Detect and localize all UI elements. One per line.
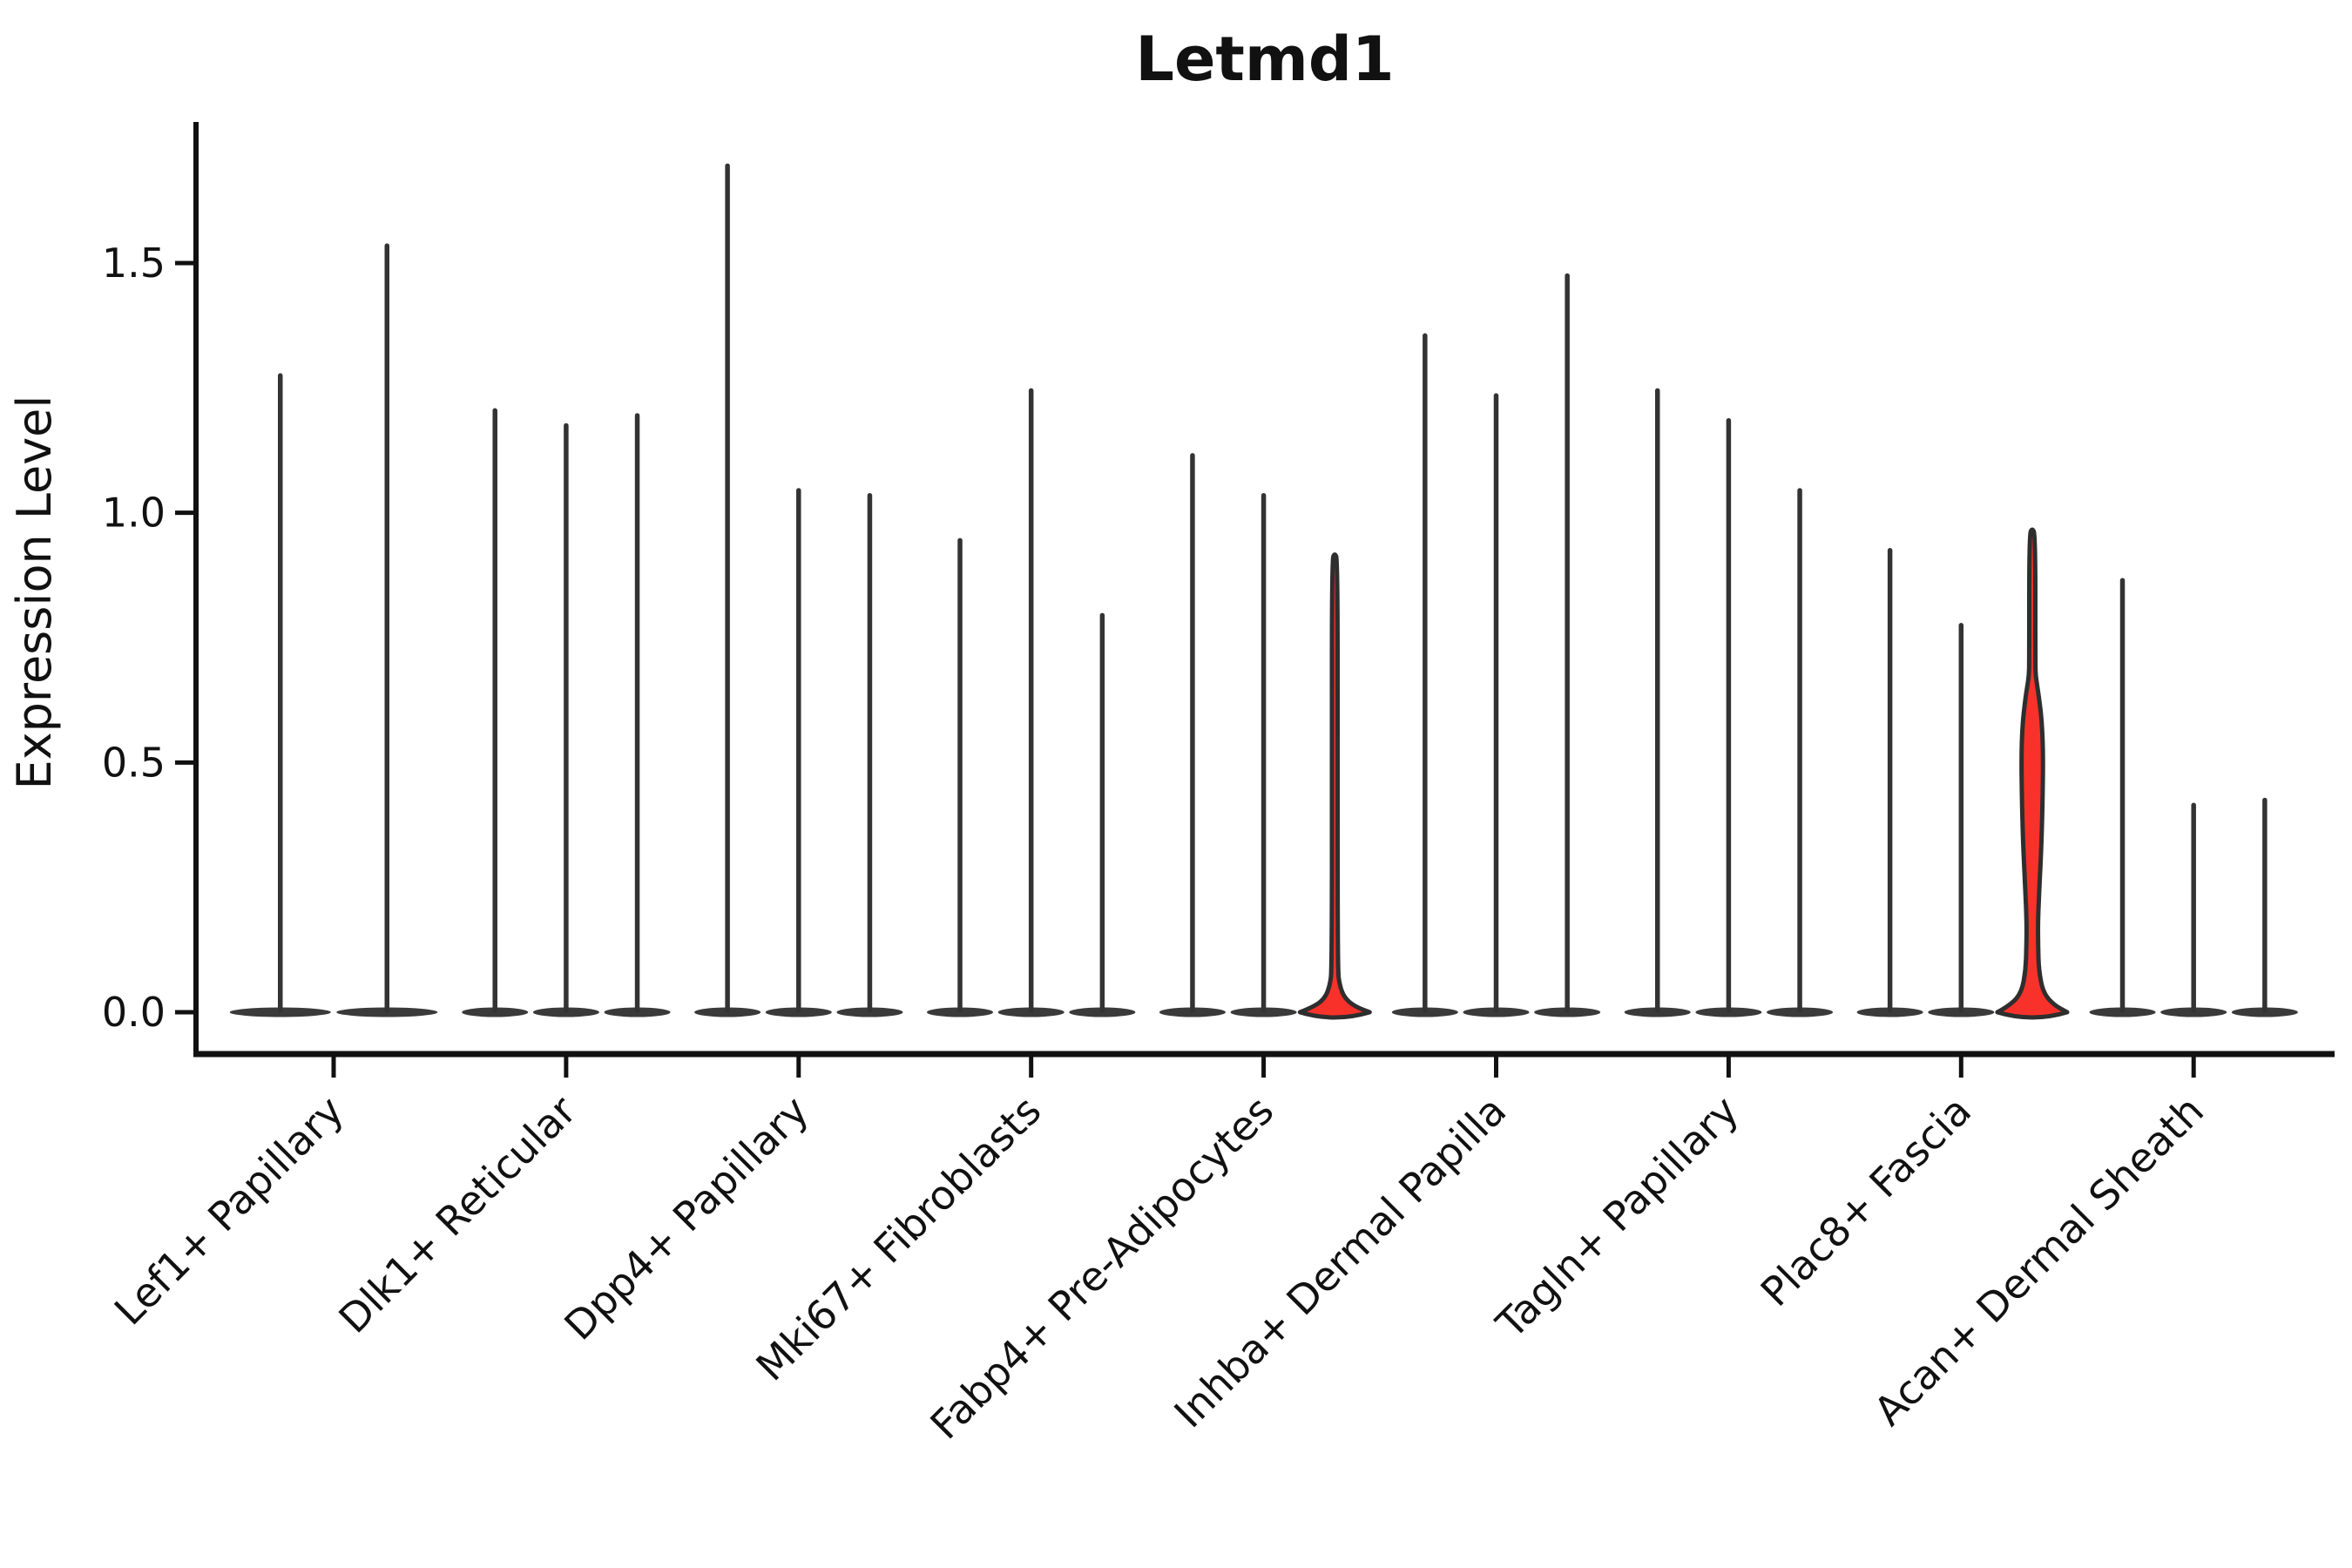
y-tick-label: 1.0 [102,490,166,537]
y-tick-label: 0.5 [102,739,166,786]
violin-highlighted [1995,527,2070,1020]
y-axis-label: Expression Level [7,395,62,790]
y-tick-label: 0.0 [102,989,166,1036]
chart-title: Letmd1 [1135,24,1394,95]
y-tick-label: 1.5 [102,240,166,287]
violin-highlighted [1297,552,1372,1020]
